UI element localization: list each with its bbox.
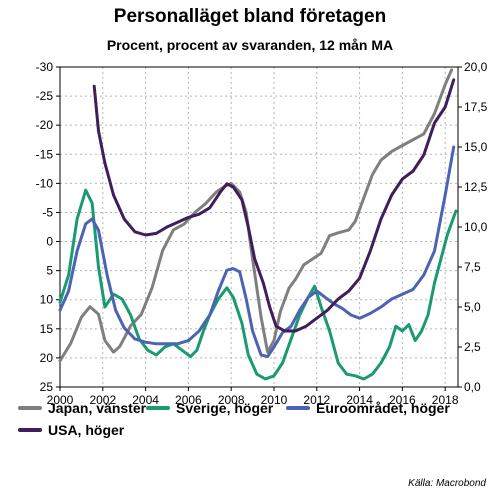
legend-swatch-euroomradet: [286, 406, 310, 410]
legend-label-euroomradet: Euroområdet, höger: [316, 400, 450, 416]
legend-item-euroomradet: Euroområdet, höger: [286, 400, 450, 416]
x-tick-label-0: 2000: [47, 393, 74, 407]
chart-subtitle: Procent, procent av svaranden, 12 mån MA: [106, 37, 394, 53]
chart-title: Personalläget bland företagen: [113, 6, 387, 27]
legend-item-usa: USA, höger: [18, 422, 124, 438]
source-note: Källa: Macrobond: [408, 478, 486, 489]
left-axis-ticks: -30 -25 -20 -15 -10 -5 0 5 10 15 20 25: [36, 60, 60, 394]
x-tick-label-5: 2010: [261, 393, 288, 407]
x-tick-label-9: 2018: [432, 393, 459, 407]
left-tick-label-11: 25: [40, 380, 54, 394]
left-tick-label-3: -15: [36, 147, 54, 161]
left-tick-label-6: 0: [46, 235, 53, 249]
x-tick-label-2: 2004: [132, 393, 159, 407]
right-tick-label-1: 17,5: [464, 100, 488, 114]
x-tick-label-8: 2016: [389, 393, 416, 407]
left-tick-label-10: 20: [40, 351, 54, 365]
legend-swatch-japan: [18, 406, 42, 410]
right-tick-label-3: 12,5: [464, 180, 488, 194]
left-tick-label-2: -20: [36, 118, 54, 132]
right-tick-label-0: 20,0: [464, 60, 488, 74]
legend-label-japan: Japan, vänster: [48, 400, 147, 416]
right-tick-label-8: 0,0: [464, 380, 481, 394]
x-tick-label-7: 2014: [346, 393, 373, 407]
left-tick-label-4: -10: [36, 176, 54, 190]
grid-lines: [59, 66, 458, 391]
series-line-usa: [92, 78, 456, 333]
legend-swatch-usa: [18, 428, 42, 432]
left-tick-label-9: 15: [40, 322, 54, 336]
x-tick-label-3: 2006: [175, 393, 202, 407]
legend-item-sverige: Sverige, höger: [146, 400, 273, 416]
series-line-japan: [58, 68, 454, 363]
left-tick-label-7: 5: [46, 264, 53, 278]
x-tick-label-6: 2012: [303, 393, 330, 407]
right-tick-label-6: 5,0: [464, 300, 481, 314]
right-axis-ticks: 20,0 17,5 15,0 12,5 10,0 7,5 5,0 2,5 0,0: [458, 60, 488, 394]
left-tick-label-5: -5: [42, 205, 53, 219]
series-line-sverige: [58, 188, 458, 381]
right-tick-label-5: 7,5: [464, 260, 481, 274]
right-tick-label-7: 2,5: [464, 340, 481, 354]
series-lines: [58, 68, 458, 381]
plot-frame: [59, 66, 459, 388]
x-tick-label-4: 2008: [218, 393, 245, 407]
legend-item-japan: Japan, vänster: [18, 400, 146, 416]
legend-swatch-sverige: [146, 406, 170, 410]
x-tick-label-1: 2002: [89, 393, 116, 407]
legend-label-sverige: Sverige, höger: [176, 400, 274, 416]
legend-label-usa: USA, höger: [48, 422, 125, 438]
left-tick-label-8: 10: [40, 293, 54, 307]
x-axis-ticks: 2000 2002 2004 2006 2008 2010 2012 2014 2016 2018: [47, 393, 459, 407]
left-tick-label-0: -30: [36, 60, 54, 74]
left-tick-label-1: -25: [36, 89, 54, 103]
right-tick-label-4: 10,0: [464, 220, 488, 234]
right-tick-label-2: 15,0: [464, 140, 488, 154]
series-line-euroomradet: [58, 145, 456, 359]
